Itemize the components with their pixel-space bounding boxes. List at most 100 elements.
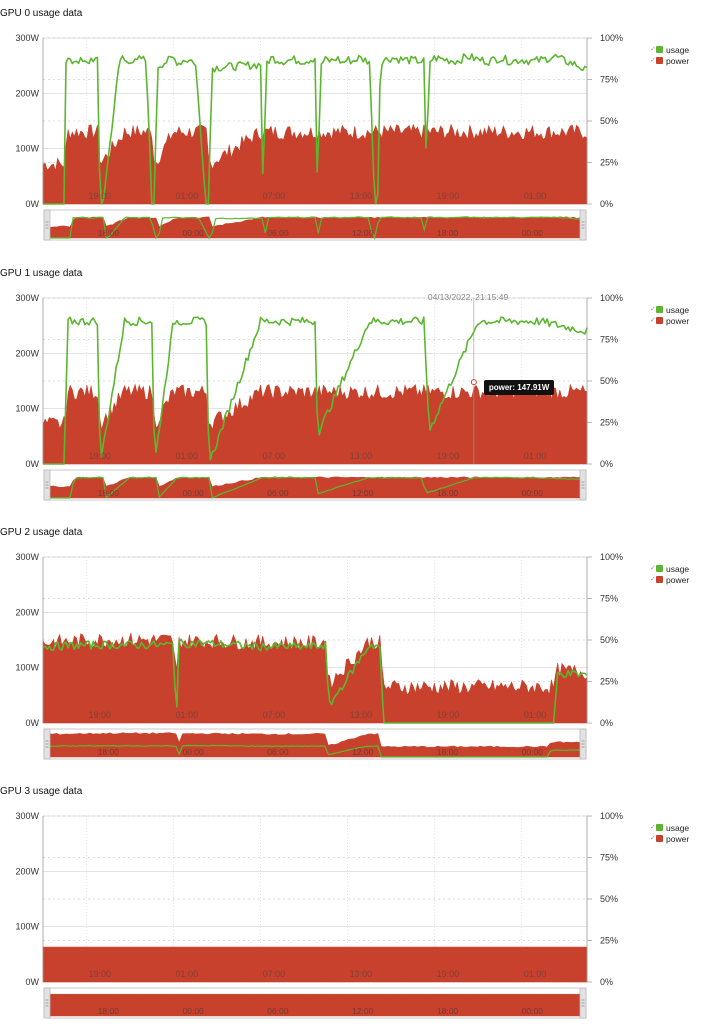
y-right-tick-label: 75% — [600, 853, 618, 863]
legend: ✓ usage ✓ power — [650, 44, 689, 66]
navigator-tick-label: 18:00 — [437, 1006, 459, 1016]
usage-series-line[interactable] — [43, 316, 588, 465]
legend-item-usage[interactable]: ✓ usage — [650, 563, 689, 574]
legend-swatch — [656, 565, 663, 572]
range-navigator[interactable]: 18:00 00:00 06:00 12:00 18:00 00:00 — [0, 469, 707, 504]
x-tick-label: 19:00 — [89, 451, 112, 461]
power-series-area[interactable] — [42, 946, 588, 983]
main-plot[interactable]: 0W 100W 200W 300W 0% 25% 50% 75% 100% 19:00 01:00 0… — [0, 18, 707, 210]
legend-item-usage[interactable]: ✓ usage — [650, 822, 689, 833]
navigator-power-area — [49, 993, 581, 1017]
x-tick-label: 07:00 — [263, 191, 286, 201]
y-right-tick-label: 25% — [600, 677, 618, 687]
navigator-tick-label: 00:00 — [183, 747, 205, 757]
legend: ✓ usage ✓ power — [650, 563, 689, 585]
legend-label: usage — [666, 44, 690, 55]
y-right-tick-label: 50% — [600, 116, 618, 126]
gpu-panel-3: GPU 3 usage data 0W 100W 200W 300W 0% 25% 50% 75… — [0, 786, 707, 1036]
y-right-tick-label: 50% — [600, 894, 618, 904]
range-navigator[interactable]: 18:00 00:00 06:00 12:00 18:00 00:00 — [0, 209, 707, 244]
check-icon: ✓ — [650, 835, 656, 842]
hover-tooltip: power: 147.91W — [483, 380, 555, 396]
legend-item-power[interactable]: ✓ power — [650, 833, 689, 844]
x-tick-label: 19:00 — [89, 191, 112, 201]
x-tick-label: 01:00 — [176, 451, 199, 461]
y-left-tick-label: 300W — [15, 33, 39, 43]
check-icon: ✓ — [650, 57, 656, 64]
range-navigator[interactable]: 18:00 00:00 06:00 12:00 18:00 00:00 — [0, 728, 707, 763]
x-tick-label: 01:00 — [524, 969, 547, 979]
x-tick-label: 07:00 — [263, 451, 286, 461]
y-left-tick-label: 200W — [15, 348, 39, 358]
y-right-tick-label: 0% — [600, 199, 613, 209]
y-right-tick-label: 0% — [600, 977, 613, 987]
navigator-tick-label: 06:00 — [267, 228, 289, 238]
legend-item-power[interactable]: ✓ power — [650, 55, 689, 66]
y-right-tick-label: 25% — [600, 936, 618, 946]
power-series-area[interactable] — [42, 123, 588, 205]
check-icon: ✓ — [650, 46, 656, 53]
check-icon: ✓ — [650, 565, 656, 572]
x-tick-label: 19:00 — [437, 710, 460, 720]
navigator-tick-label: 18:00 — [437, 488, 459, 498]
y-left-tick-label: 200W — [15, 866, 39, 876]
legend-item-power[interactable]: ✓ power — [650, 574, 689, 585]
y-left-tick-label: 0W — [26, 718, 40, 728]
y-left-tick-label: 0W — [26, 977, 40, 987]
y-left-tick-label: 0W — [26, 459, 40, 469]
y-left-tick-label: 200W — [15, 88, 39, 98]
navigator-tick-label: 00:00 — [522, 488, 544, 498]
y-right-tick-label: 25% — [600, 158, 618, 168]
chart-title: GPU 3 usage data — [0, 786, 83, 797]
y-right-tick-label: 100% — [600, 811, 623, 821]
chart-title: GPU 1 usage data — [0, 268, 83, 279]
gpu-panel-2: GPU 2 usage data 0W 100W 200W 300W 0% 25% 50% 75… — [0, 527, 707, 777]
y-left-tick-label: 300W — [15, 552, 39, 562]
legend-swatch — [656, 46, 663, 53]
range-navigator[interactable]: 18:00 00:00 06:00 12:00 18:00 00:00 — [0, 987, 707, 1022]
y-left-tick-label: 100W — [15, 922, 39, 932]
y-right-tick-label: 100% — [600, 33, 623, 43]
legend-label: power — [666, 315, 690, 326]
y-right-tick-label: 50% — [600, 635, 618, 645]
x-tick-label: 01:00 — [176, 710, 199, 720]
navigator-tick-label: 00:00 — [183, 228, 205, 238]
y-right-tick-label: 100% — [600, 293, 623, 303]
main-plot[interactable]: 0W 100W 200W 300W 0% 25% 50% 75% 100% 19:00 01:00 0… — [0, 278, 707, 470]
main-plot[interactable]: 0W 100W 200W 300W 0% 25% 50% 75% 100% 19:00 01:00 0… — [0, 796, 707, 988]
x-tick-label: 13:00 — [350, 710, 373, 720]
navigator-usage-line — [49, 744, 581, 758]
navigator-tick-label: 12:00 — [352, 488, 374, 498]
x-tick-label: 19:00 — [437, 451, 460, 461]
x-tick-label: 13:00 — [350, 191, 373, 201]
navigator-power-area — [49, 732, 581, 758]
y-left-tick-label: 200W — [15, 607, 39, 617]
main-plot[interactable]: 0W 100W 200W 300W 0% 25% 50% 75% 100% 19:00 01:00 0… — [0, 537, 707, 729]
check-icon: ✓ — [650, 576, 656, 583]
chart-title: GPU 0 usage data — [0, 8, 83, 19]
legend-item-usage[interactable]: ✓ usage — [650, 44, 689, 55]
usage-series-line[interactable] — [43, 53, 588, 205]
x-tick-label: 01:00 — [176, 191, 199, 201]
navigator-tick-label: 00:00 — [522, 228, 544, 238]
navigator-tick-label: 00:00 — [183, 488, 205, 498]
check-icon: ✓ — [650, 317, 656, 324]
legend: ✓ usage ✓ power — [650, 822, 689, 844]
usage-series-line[interactable] — [42, 638, 588, 724]
x-tick-label: 19:00 — [437, 191, 460, 201]
legend-swatch — [656, 835, 663, 842]
y-right-tick-label: 25% — [600, 418, 618, 428]
power-series-area[interactable] — [42, 383, 588, 465]
navigator-tick-label: 12:00 — [352, 1006, 374, 1016]
legend-item-usage[interactable]: ✓ usage — [650, 304, 689, 315]
legend-label: usage — [666, 563, 690, 574]
y-left-tick-label: 300W — [15, 293, 39, 303]
navigator-tick-label: 06:00 — [267, 488, 289, 498]
navigator-tick-label: 18:00 — [98, 747, 120, 757]
navigator-tick-label: 06:00 — [267, 1006, 289, 1016]
legend-item-power[interactable]: ✓ power — [650, 315, 689, 326]
chart-title: GPU 2 usage data — [0, 527, 83, 538]
check-icon: ✓ — [650, 824, 656, 831]
y-right-tick-label: 75% — [600, 75, 618, 85]
legend-label: power — [666, 833, 690, 844]
